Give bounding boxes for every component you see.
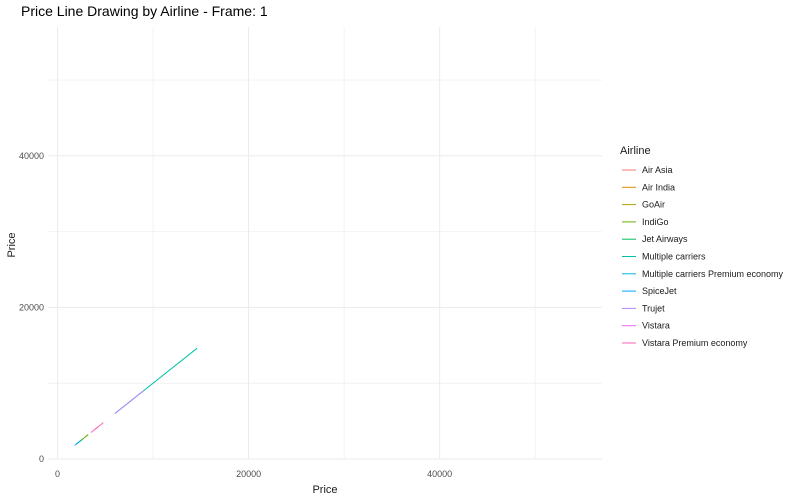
legend-label: SpiceJet xyxy=(642,286,677,296)
legend-label: GoAir xyxy=(642,200,665,210)
series-line-indigo xyxy=(81,434,89,441)
legend-label: Air Asia xyxy=(642,165,673,175)
series-line-vistara-premium-economy xyxy=(90,422,104,433)
legend-label: Jet Airways xyxy=(642,234,688,244)
legend-title: Airline xyxy=(620,145,651,157)
legend: Airline Air Asia Air India GoAir IndiGo Jet … xyxy=(620,145,784,348)
y-tick-label: 20000 xyxy=(19,302,44,312)
x-tick-label: 20000 xyxy=(236,469,261,479)
x-tick-label: 40000 xyxy=(427,469,452,479)
legend-label: IndiGo xyxy=(642,217,669,227)
x-axis-title: Price xyxy=(312,484,337,496)
y-tick-labels: 0 20000 40000 xyxy=(19,151,44,464)
series-line-trujet xyxy=(114,390,144,414)
x-tick-labels: 0 20000 40000 xyxy=(55,469,452,479)
y-tick-label: 40000 xyxy=(19,151,44,161)
chart-title: Price Line Drawing by Airline - Frame: 1 xyxy=(21,3,268,19)
data-lines xyxy=(74,347,198,446)
grid xyxy=(48,27,602,460)
series-line-spicejet xyxy=(74,440,81,446)
legend-label: Trujet xyxy=(642,303,665,313)
legend-label: Multiple carriers xyxy=(642,252,706,262)
legend-label: Multiple carriers Premium economy xyxy=(642,269,784,279)
legend-label: Vistara Premium economy xyxy=(642,338,748,348)
legend-label: Vistara xyxy=(642,321,670,331)
x-tick-label: 0 xyxy=(55,469,60,479)
legend-label: Air India xyxy=(642,182,675,192)
y-axis-title: Price xyxy=(6,232,18,257)
y-tick-label: 0 xyxy=(39,454,44,464)
